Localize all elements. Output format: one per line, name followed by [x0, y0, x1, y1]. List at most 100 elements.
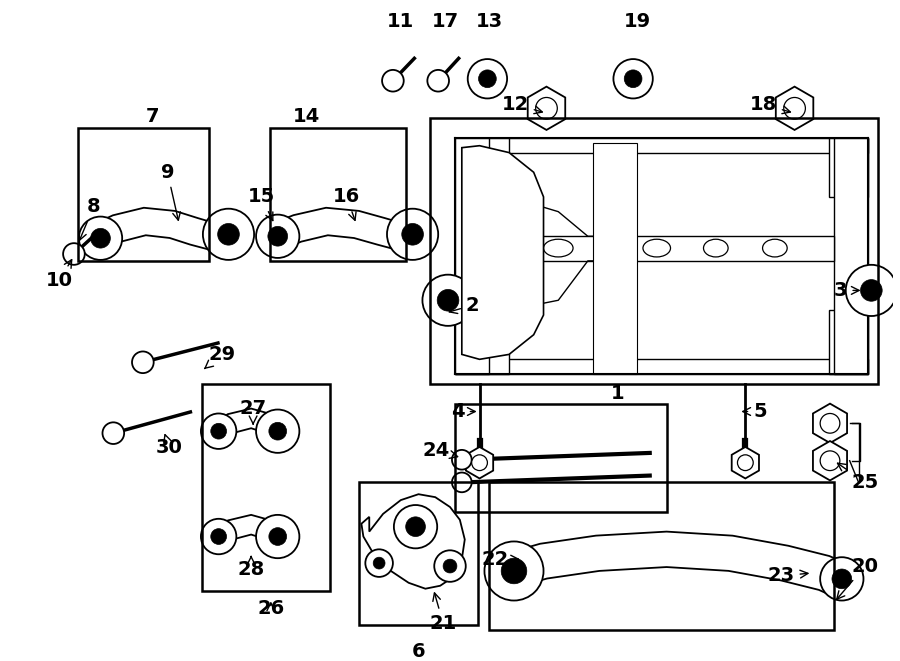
Text: 25: 25	[838, 463, 879, 492]
Text: 17: 17	[431, 12, 459, 31]
Bar	[430, 118, 878, 384]
Circle shape	[820, 451, 840, 471]
Circle shape	[79, 217, 122, 260]
Circle shape	[382, 70, 404, 92]
Text: 22: 22	[482, 550, 518, 568]
Polygon shape	[527, 87, 565, 130]
Circle shape	[428, 70, 449, 92]
Ellipse shape	[544, 239, 573, 257]
Circle shape	[820, 414, 840, 433]
Text: 1: 1	[610, 384, 625, 403]
Circle shape	[268, 227, 288, 246]
Text: 3: 3	[834, 281, 860, 300]
Circle shape	[218, 223, 239, 245]
Text: 9: 9	[161, 163, 180, 220]
Polygon shape	[362, 494, 464, 589]
Text: 30: 30	[156, 434, 183, 457]
Polygon shape	[214, 515, 284, 545]
Ellipse shape	[762, 239, 788, 257]
Circle shape	[472, 455, 488, 471]
Circle shape	[479, 70, 496, 88]
Circle shape	[737, 455, 753, 471]
Text: 28: 28	[238, 557, 265, 578]
Text: 12: 12	[501, 95, 543, 114]
Circle shape	[484, 541, 544, 601]
Polygon shape	[813, 404, 847, 443]
Polygon shape	[732, 447, 759, 479]
Bar	[78, 128, 209, 261]
Polygon shape	[213, 408, 284, 440]
Polygon shape	[94, 208, 230, 250]
Text: 19: 19	[624, 12, 651, 31]
Text: 5: 5	[742, 402, 767, 421]
Circle shape	[452, 450, 472, 469]
Text: 6: 6	[411, 642, 426, 661]
Text: 26: 26	[257, 599, 284, 618]
Circle shape	[443, 559, 457, 573]
Circle shape	[201, 519, 237, 555]
Circle shape	[832, 569, 851, 589]
Circle shape	[103, 422, 124, 444]
Circle shape	[625, 70, 642, 88]
Bar	[270, 128, 406, 261]
Circle shape	[846, 265, 897, 316]
Text: 4: 4	[451, 402, 475, 421]
Text: 7: 7	[146, 106, 159, 126]
Circle shape	[468, 59, 507, 98]
Polygon shape	[776, 87, 814, 130]
Circle shape	[452, 473, 472, 492]
Ellipse shape	[643, 239, 670, 257]
Polygon shape	[454, 138, 509, 197]
Polygon shape	[462, 145, 544, 360]
Circle shape	[437, 290, 459, 311]
Polygon shape	[829, 138, 868, 197]
Circle shape	[536, 97, 557, 119]
Text: 2: 2	[449, 295, 480, 315]
Text: 18: 18	[750, 95, 790, 114]
Circle shape	[211, 529, 227, 545]
Text: 13: 13	[476, 12, 503, 31]
Circle shape	[406, 517, 426, 537]
Bar	[359, 483, 478, 625]
Text: 16: 16	[333, 187, 360, 220]
Text: 23: 23	[768, 566, 808, 586]
Polygon shape	[273, 208, 415, 250]
Bar	[454, 404, 667, 512]
Bar	[202, 384, 330, 591]
Polygon shape	[813, 441, 847, 481]
Circle shape	[91, 229, 111, 248]
Text: 8: 8	[79, 197, 101, 240]
Polygon shape	[454, 310, 509, 374]
Polygon shape	[504, 531, 849, 597]
Polygon shape	[454, 138, 868, 153]
Circle shape	[422, 275, 473, 326]
Text: 10: 10	[46, 260, 73, 290]
Text: 21: 21	[429, 593, 456, 633]
Text: 14: 14	[292, 106, 320, 126]
Polygon shape	[454, 138, 490, 374]
Polygon shape	[454, 360, 868, 374]
Circle shape	[434, 551, 466, 582]
Polygon shape	[829, 310, 868, 374]
Circle shape	[132, 352, 154, 373]
Circle shape	[820, 557, 863, 601]
Circle shape	[269, 527, 286, 545]
Circle shape	[374, 557, 385, 569]
Circle shape	[211, 423, 227, 439]
Circle shape	[614, 59, 652, 98]
Circle shape	[401, 223, 423, 245]
Circle shape	[269, 422, 286, 440]
Circle shape	[501, 558, 526, 584]
Text: 27: 27	[239, 399, 266, 424]
Text: 15: 15	[248, 187, 274, 221]
Text: 11: 11	[387, 12, 414, 31]
Circle shape	[387, 209, 438, 260]
Polygon shape	[593, 143, 637, 374]
Ellipse shape	[704, 239, 728, 257]
Polygon shape	[466, 447, 493, 479]
Circle shape	[256, 410, 300, 453]
Circle shape	[202, 209, 254, 260]
Circle shape	[256, 515, 300, 558]
Circle shape	[860, 280, 882, 301]
Circle shape	[201, 414, 237, 449]
